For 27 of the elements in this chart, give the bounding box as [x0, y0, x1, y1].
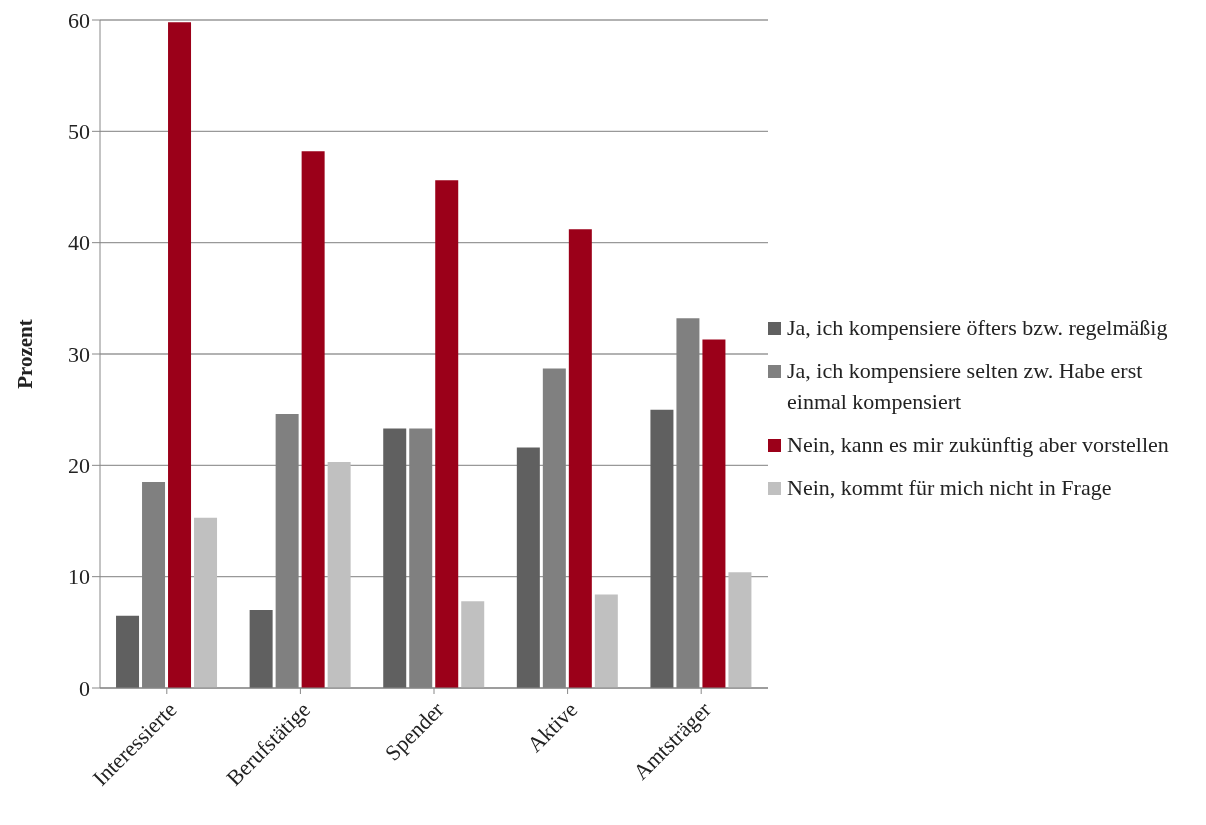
bar [327, 461, 351, 688]
bar [249, 610, 273, 688]
y-axis-title: Prozent [13, 319, 38, 389]
legend-label: Ja, ich kompensiere öfters bzw. regelmäßig [787, 313, 1169, 342]
bar [116, 615, 140, 688]
bar [728, 572, 752, 688]
bar [168, 22, 192, 688]
bar [383, 428, 407, 688]
y-tick-label: 0 [79, 675, 90, 701]
y-tick-label: 30 [68, 341, 90, 367]
bar [594, 594, 618, 688]
legend-label: Nein, kann es mir zukünftig aber vorstellen [787, 430, 1170, 459]
legend-label: Ja, ich kompensiere selten zw. Habe erst einmal kompensiert [787, 356, 1144, 416]
y-tick-label: 50 [68, 119, 90, 145]
bar [301, 151, 325, 688]
bar [461, 601, 485, 688]
legend-label: Nein, kommt für mich nicht in Frage [787, 473, 1113, 502]
y-tick-label: 10 [68, 564, 90, 590]
bar [194, 517, 218, 688]
y-tick-label: 60 [68, 7, 90, 33]
bar [516, 447, 540, 688]
y-tick-label: 20 [68, 453, 90, 479]
bar [702, 339, 726, 688]
y-tick-label: 40 [68, 230, 90, 256]
bar [568, 229, 592, 688]
bar [650, 409, 674, 688]
bar [435, 180, 459, 688]
